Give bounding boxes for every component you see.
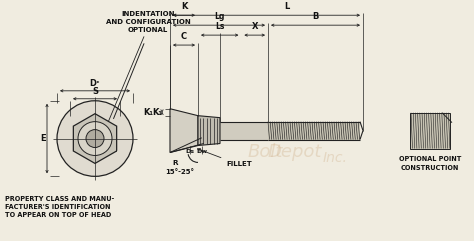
Text: Ls: Ls [215, 22, 224, 31]
Text: X: X [251, 22, 258, 31]
Text: C: C [181, 32, 187, 41]
Text: K₁: K₁ [152, 108, 162, 117]
Text: OPTIONAL: OPTIONAL [128, 27, 168, 33]
Text: L: L [284, 2, 289, 11]
Text: PROPERTY CLASS AND MANU-: PROPERTY CLASS AND MANU- [5, 196, 114, 202]
Text: B: B [312, 12, 319, 21]
Text: Inc.: Inc. [323, 151, 347, 166]
Text: OPTIONAL POINT: OPTIONAL POINT [399, 156, 461, 162]
Circle shape [57, 101, 133, 176]
Text: S: S [92, 87, 98, 96]
Text: Depot: Depot [268, 143, 322, 161]
Circle shape [86, 130, 104, 147]
Text: K: K [181, 2, 187, 11]
Polygon shape [170, 109, 198, 153]
Text: K₁: K₁ [143, 108, 153, 117]
Polygon shape [268, 122, 360, 140]
Polygon shape [198, 116, 220, 146]
Text: Lg: Lg [214, 12, 224, 21]
Polygon shape [73, 114, 117, 163]
Text: Ds: Ds [185, 149, 194, 154]
Circle shape [78, 122, 112, 155]
Text: Dᶜ: Dᶜ [90, 79, 100, 88]
Text: CONSTRUCTION: CONSTRUCTION [401, 165, 459, 171]
Text: Bolt: Bolt [247, 143, 283, 161]
Text: FILLET: FILLET [198, 148, 252, 167]
Text: E: E [40, 134, 46, 143]
Text: Dw: Dw [197, 149, 208, 154]
Text: FACTURER'S IDENTIFICATION: FACTURER'S IDENTIFICATION [5, 204, 110, 210]
Text: R: R [172, 161, 178, 167]
Text: AND CONFIGURATION: AND CONFIGURATION [106, 19, 191, 25]
Text: 15°-25°: 15°-25° [165, 169, 194, 175]
Text: INDENTATION: INDENTATION [121, 11, 175, 17]
Text: TO APPEAR ON TOP OF HEAD: TO APPEAR ON TOP OF HEAD [5, 212, 111, 218]
Polygon shape [410, 113, 450, 148]
Polygon shape [220, 122, 268, 140]
